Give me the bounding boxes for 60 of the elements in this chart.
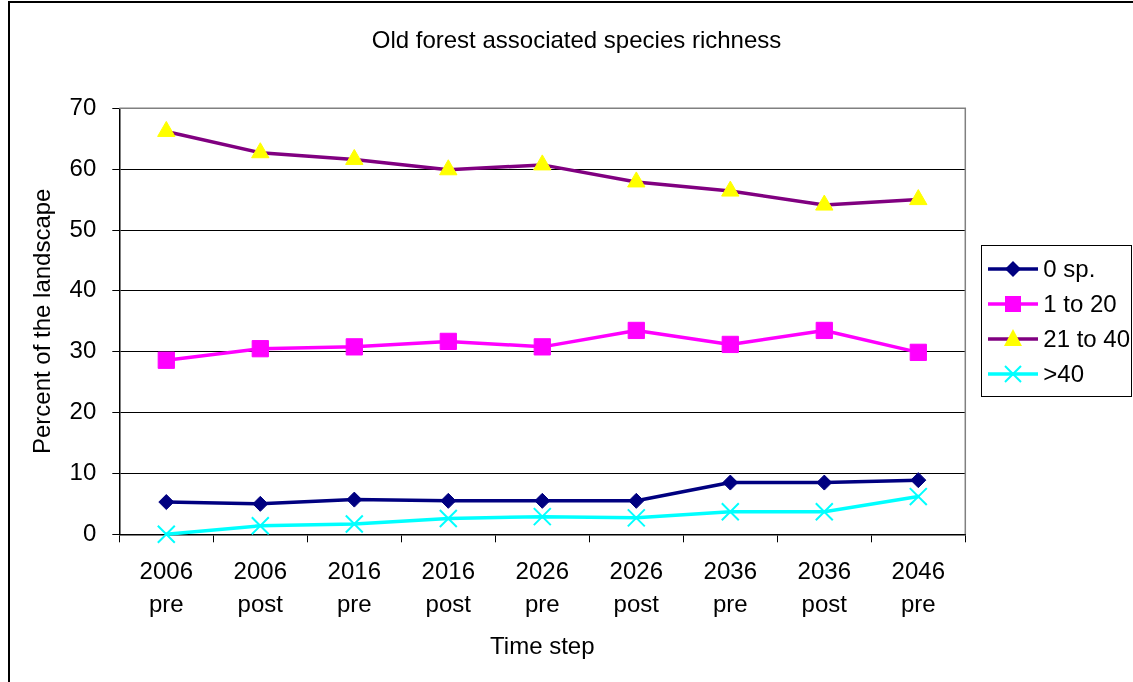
x-tick-label: 2016 pre — [327, 557, 381, 618]
point — [438, 508, 458, 528]
point — [157, 351, 175, 369]
x-tick-label: 2036 post — [797, 557, 851, 618]
point — [910, 472, 927, 489]
point — [720, 502, 740, 522]
y-tick-label: 20 — [69, 397, 97, 425]
x-tick-label: 2006 post — [233, 557, 287, 618]
y-axis-title: Percent of the landscape — [28, 188, 56, 455]
point — [721, 180, 740, 197]
point — [252, 495, 269, 512]
point — [251, 142, 270, 159]
point — [251, 340, 269, 358]
point — [345, 338, 363, 356]
point — [815, 321, 833, 340]
legend-label: >40 — [1043, 359, 1085, 388]
y-tick-label: 10 — [69, 458, 97, 486]
point — [346, 491, 363, 508]
x-tick-label: 2016 post — [421, 557, 475, 618]
y-tick-label: 0 — [82, 518, 97, 546]
point — [158, 494, 175, 511]
point — [534, 492, 551, 509]
point — [816, 474, 833, 491]
x-tick-label: 2026 pre — [515, 557, 569, 618]
point — [156, 524, 176, 544]
point — [344, 514, 364, 534]
y-tick-label: 30 — [69, 336, 97, 364]
x-tick-label: 2006 pre — [139, 557, 193, 618]
y-tick-label: 50 — [69, 214, 97, 242]
point — [157, 120, 176, 137]
point — [722, 474, 739, 491]
legend-label: 0 sp. — [1043, 254, 1096, 283]
point — [345, 148, 364, 165]
point — [533, 154, 552, 171]
point — [626, 508, 646, 528]
point — [250, 516, 270, 536]
point — [532, 507, 552, 527]
y-tick-label: 70 — [69, 92, 97, 120]
point — [439, 332, 457, 351]
point — [909, 343, 927, 361]
point — [440, 492, 457, 509]
point — [533, 338, 551, 356]
point — [908, 487, 928, 507]
point — [815, 194, 834, 211]
chart-title: Old forest associated species richness — [371, 26, 782, 54]
point — [814, 502, 834, 522]
point — [721, 335, 739, 354]
x-tick-label: 2026 post — [609, 557, 663, 618]
point — [627, 321, 645, 340]
x-axis-title: Time step — [490, 632, 595, 660]
x-tick-label: 2036 pre — [703, 557, 757, 618]
point — [628, 492, 645, 509]
point — [627, 171, 646, 188]
y-tick-label: 40 — [69, 275, 97, 303]
y-tick-label: 60 — [69, 153, 97, 181]
legend-label: 21 to 40 — [1043, 324, 1131, 353]
legend-label: 1 to 20 — [1043, 289, 1117, 318]
point — [909, 189, 928, 206]
point — [439, 159, 458, 176]
x-tick-label: 2046 pre — [891, 557, 945, 618]
